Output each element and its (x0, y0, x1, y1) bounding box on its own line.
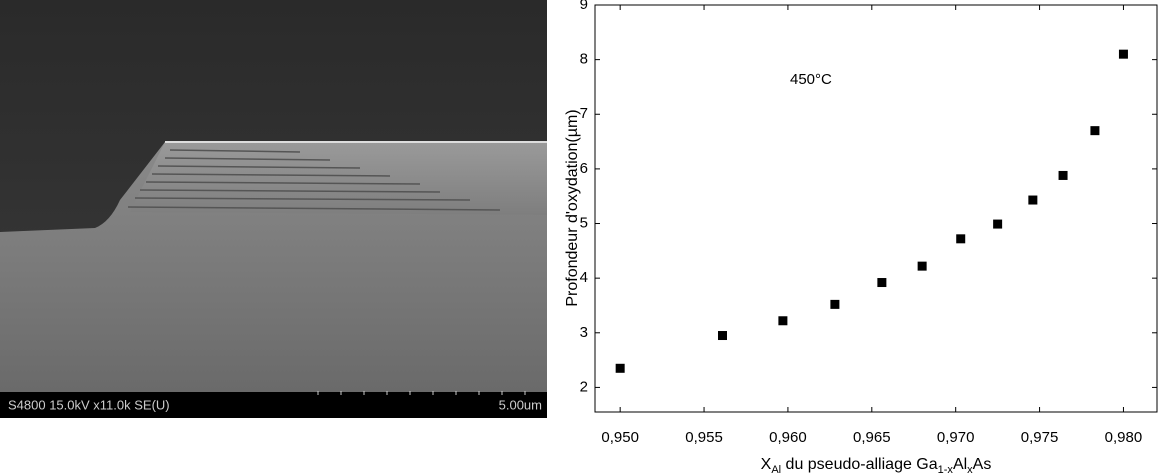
scale-text: 5.00um (499, 397, 542, 412)
x-tick-label: 0,965 (853, 429, 891, 446)
x-tick-label: 0,950 (601, 429, 639, 446)
y-tick-label: 4 (580, 269, 588, 286)
info-bar (0, 392, 547, 418)
x-axis-label-part: X (761, 456, 772, 473)
x-axis-label-part: du pseudo-alliage Ga (781, 456, 938, 473)
x-tick-label: 0,980 (1105, 429, 1143, 446)
y-tick-label: 3 (580, 324, 588, 341)
sem-mesa (130, 142, 547, 215)
x-axis-label-part: 1-x (938, 464, 954, 476)
point (1090, 126, 1100, 136)
annotation: 450°C (790, 71, 832, 88)
y-tick-label: 8 (580, 51, 588, 68)
x-axis-label-part: Al (771, 464, 781, 476)
point (717, 331, 727, 341)
point (956, 234, 966, 244)
point (917, 261, 927, 271)
y-tick-label: 9 (580, 0, 588, 13)
micrograph: S4800 15.0kV x11.0k SE(U) 5.00um (0, 0, 547, 418)
x-tick-label: 0,970 (937, 429, 975, 446)
point (993, 219, 1003, 229)
point (1028, 195, 1038, 205)
point (615, 363, 625, 373)
x-axis-label: XAl du pseudo-alliage Ga1-xAlxAs (761, 456, 992, 476)
scale-ticks (317, 391, 526, 395)
plot-frame (594, 4, 1158, 413)
y-axis-label: Profondeur d'oxydation(µm) (564, 109, 581, 306)
point (778, 316, 788, 326)
y-tick-label: 5 (580, 214, 588, 231)
x-axis-label-part: x (967, 464, 973, 476)
x-axis-label-part: As (973, 456, 992, 473)
x-tick-label: 0,955 (685, 429, 723, 446)
info-text: S4800 15.0kV x11.0k SE(U) (8, 397, 170, 412)
x-tick-label: 0,960 (769, 429, 807, 446)
point (1058, 170, 1068, 180)
y-tick-label: 6 (580, 160, 588, 177)
point (877, 278, 887, 288)
x-tick-label: 0,975 (1021, 429, 1059, 446)
y-tick-label: 7 (580, 105, 588, 122)
sem-layers (127, 149, 501, 211)
point (1118, 49, 1128, 59)
y-tick-label: 2 (580, 378, 588, 395)
point (830, 299, 840, 309)
x-axis-label-part: Al (953, 456, 967, 473)
